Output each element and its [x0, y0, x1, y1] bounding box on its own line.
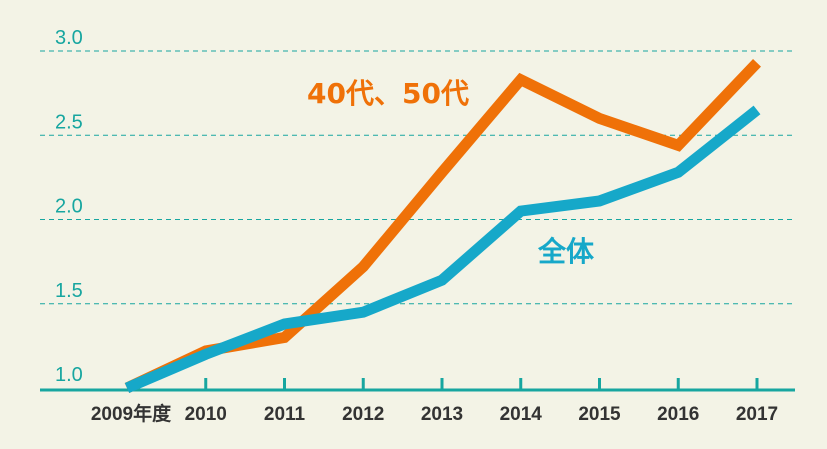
x-tick-label: 2012 [342, 404, 384, 425]
y-axis-ticks: 1.0 1.5 2.0 2.5 3.0 [55, 27, 83, 386]
series-line-0 [124, 58, 761, 393]
x-tick-label: 2014 [500, 404, 543, 425]
x-tick-label: 2015 [578, 404, 621, 425]
x-tick-label: 2017 [736, 404, 778, 425]
y-tick-label: 2.5 [55, 111, 83, 133]
x-tick-label: 2010 [185, 404, 227, 425]
x-tick-label: 2013 [421, 404, 463, 425]
series-label-overall: 全体 [537, 235, 595, 268]
series-line-1 [124, 105, 761, 394]
series-lines [124, 58, 761, 394]
x-tick-label: 2011 [264, 404, 306, 425]
series-label-40s-50s: 40代、50代 [307, 77, 469, 110]
y-tick-label: 1.0 [55, 364, 83, 386]
y-tick-label: 3.0 [55, 27, 83, 49]
y-tick-label: 2.0 [55, 196, 83, 218]
y-tick-label: 1.5 [55, 280, 83, 302]
x-axis-ticks: 2009年度 2010 2011 2012 2013 2014 2015 2016 2017 [91, 378, 778, 425]
x-tick-label: 2009年度 [91, 402, 172, 425]
x-tick-label: 2016 [657, 404, 699, 425]
